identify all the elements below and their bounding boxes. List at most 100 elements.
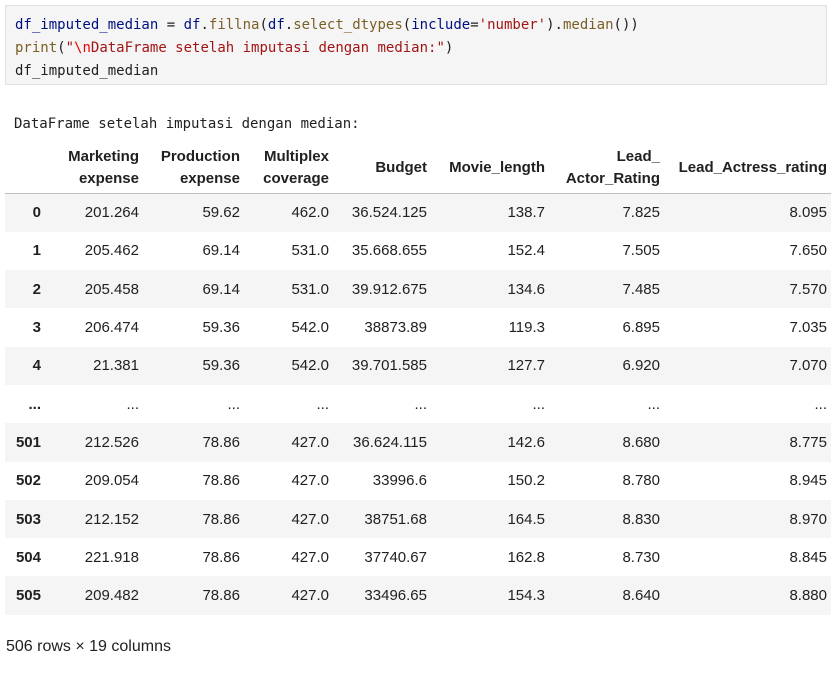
code-token-obj: df — [267, 17, 285, 33]
table-cell: 8.640 — [622, 587, 660, 605]
column-header: Lead_Actress_rating — [664, 143, 831, 194]
table-cell: 6.895 — [622, 319, 660, 337]
code-line-3: df_imputed_median — [15, 63, 159, 79]
code-token-paren: ) — [444, 40, 454, 56]
table-cell: 462.0 — [291, 204, 329, 222]
column-header-line: Movie_length — [449, 159, 545, 176]
row-index: 505 — [15, 587, 41, 605]
table-cell: 221.918 — [84, 548, 139, 566]
table-cell: 427.0 — [291, 548, 329, 566]
index-header — [5, 143, 49, 194]
table-cell: 209.054 — [84, 472, 139, 490]
code-token-fn: select_dtypes — [293, 17, 403, 33]
table-cell: 38751.68 — [364, 510, 427, 528]
table-cell: ... — [532, 395, 545, 413]
table-cell: 37740.67 — [364, 548, 427, 566]
table-cell: 39.701.585 — [351, 357, 427, 375]
table-cell: 78.86 — [202, 433, 240, 451]
table-cell: 69.14 — [202, 280, 240, 298]
column-header-line: Marketing — [68, 148, 139, 165]
code-token-fn: fillna — [208, 17, 260, 33]
table-row: 503 212.152 78.86 427.0 38751.68 164.5 8… — [5, 499, 831, 539]
table-cell: 78.86 — [202, 587, 240, 605]
table-cell: 427.0 — [291, 510, 329, 528]
column-header: Production expense — [143, 143, 244, 194]
column-header: Marketing expense — [49, 143, 143, 194]
code-token-escape: \n — [74, 40, 91, 56]
table-cell: 59.36 — [202, 319, 240, 337]
table-cell: 36.624.115 — [353, 433, 427, 451]
table-cell: 8.780 — [622, 472, 660, 490]
column-header-line: Actor_Rating — [565, 170, 660, 187]
column-header: Movie_length — [431, 143, 549, 194]
row-index: 1 — [32, 242, 41, 260]
code-line-2: print("\nDataFrame setelah imputasi deng… — [15, 40, 453, 56]
code-token-string: " — [65, 40, 75, 56]
table-cell: 205.462 — [84, 242, 139, 260]
table-cell: 134.6 — [507, 280, 545, 298]
table-row: 4 21.381 59.36 542.0 39.701.585 127.7 6.… — [5, 346, 831, 385]
table-cell: 142.6 — [507, 433, 545, 451]
column-header-line: expense — [179, 170, 240, 187]
table-cell: 38873.89 — [364, 319, 427, 337]
table-cell: 152.4 — [507, 242, 545, 260]
table-cell: 162.8 — [507, 548, 545, 566]
table-cell: ... — [227, 395, 240, 413]
table-cell: 21.381 — [93, 357, 139, 375]
table-cell: 8.095 — [789, 204, 827, 222]
column-header-line: coverage — [263, 170, 329, 187]
row-index: ... — [28, 395, 41, 413]
table-cell: 6.920 — [622, 357, 660, 375]
table-cell: 154.3 — [507, 587, 545, 605]
table-cell: 7.505 — [622, 242, 660, 260]
table-cell: ... — [814, 395, 827, 413]
table-cell: 78.86 — [202, 548, 240, 566]
table-cell: 78.86 — [202, 472, 240, 490]
table-cell: 212.526 — [84, 433, 139, 451]
code-token-fn: print — [15, 40, 58, 56]
table-cell: 531.0 — [291, 242, 329, 260]
table-cell: 69.14 — [202, 242, 240, 260]
dataframe-table: Marketing expense Production expense Multi… — [5, 143, 831, 615]
table-cell: 36.524.125 — [351, 204, 427, 222]
table-cell: 33496.65 — [364, 587, 427, 605]
code-token-paren: ). — [546, 17, 563, 33]
table-cell: 8.845 — [789, 548, 827, 566]
row-index: 502 — [15, 472, 41, 490]
code-editor[interactable]: df_imputed_median = df.fillna(df.select_… — [15, 14, 639, 83]
table-cell: ... — [647, 395, 660, 413]
table-cell: 127.7 — [507, 357, 545, 375]
code-token-op: = — [470, 17, 479, 33]
table-cell: ... — [126, 395, 139, 413]
column-header: Lead_ Actor_Rating — [549, 143, 664, 194]
column-header-line: Production — [160, 148, 240, 165]
code-input-cell[interactable]: df_imputed_median = df.fillna(df.select_… — [5, 5, 827, 85]
table-cell: 8.830 — [622, 510, 660, 528]
column-header-line: Lead_Actress_rating — [678, 159, 827, 176]
row-index: 501 — [15, 433, 41, 451]
table-cell: ... — [316, 395, 329, 413]
dataframe-shape-summary: 506 rows × 19 columns — [6, 638, 171, 655]
table-cell: 8.945 — [789, 472, 827, 490]
stdout-text: DataFrame setelah imputasi dengan median… — [14, 116, 360, 132]
code-token-dot: . — [200, 17, 209, 33]
column-header-line: expense — [78, 170, 139, 187]
row-index: 504 — [15, 548, 41, 566]
table-row: 0 201.264 59.62 462.0 36.524.125 138.7 7… — [5, 193, 831, 232]
table-cell: 8.680 — [622, 433, 660, 451]
table-cell: 206.474 — [84, 319, 139, 337]
code-token-kwarg: include — [411, 17, 471, 33]
table-row: 501 212.526 78.86 427.0 36.624.115 142.6… — [5, 423, 831, 462]
table-row: 505 209.482 78.86 427.0 33496.65 154.3 8… — [5, 576, 831, 615]
table-body: 0 201.264 59.62 462.0 36.524.125 138.7 7… — [5, 193, 831, 615]
table-cell: 39.912.675 — [351, 280, 427, 298]
table-cell: 35.668.655 — [351, 242, 427, 260]
table-cell: 7.825 — [622, 204, 660, 222]
table-cell: 7.570 — [789, 280, 827, 298]
table-cell: 8.730 — [622, 548, 660, 566]
table-cell: 8.880 — [789, 587, 827, 605]
table-cell: 7.035 — [789, 319, 827, 337]
table-row: 502 209.054 78.86 427.0 33996.6 150.2 8.… — [5, 462, 831, 500]
code-token-paren: ()) — [613, 17, 639, 33]
column-header: Multiplex coverage — [244, 143, 333, 194]
